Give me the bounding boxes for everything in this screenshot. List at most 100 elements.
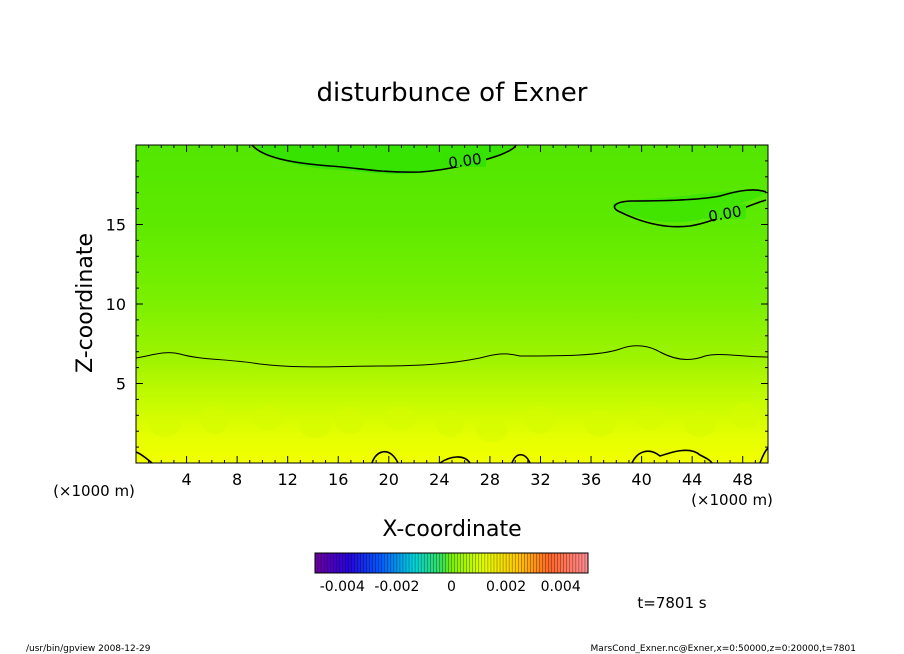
time-label: t=7801 s [637, 594, 706, 612]
x-tick-label: 8 [232, 470, 242, 489]
colorbar-segment [551, 553, 555, 573]
contour-label-bg-1 [444, 152, 486, 167]
colorbar-segment [418, 553, 422, 573]
x-tick-label: 16 [328, 470, 348, 489]
x-tick-label: 12 [278, 470, 298, 489]
colorbar-segment [333, 553, 337, 573]
right-green-region [612, 190, 767, 223]
colorbar-segment [506, 553, 510, 573]
colorbar-segment [536, 553, 540, 573]
x-tick-label: 44 [682, 470, 702, 489]
colorbar-segment [460, 553, 464, 573]
colorbar-tick-label: 0.004 [541, 579, 581, 595]
colorbar-segment [412, 553, 416, 573]
colorbar-segment [396, 553, 401, 573]
colorbar-segment [321, 553, 325, 573]
x-tick-label: 4 [181, 470, 191, 489]
x-tick-label: 20 [379, 470, 399, 489]
x-tick-label: 48 [733, 470, 753, 489]
colorbar-segment [481, 553, 486, 573]
contour-label-2: 0.00 [707, 202, 743, 226]
colorbar-segment [357, 553, 361, 573]
footer-left: /usr/bin/gpview 2008-12-29 [26, 644, 151, 654]
colorbar-segment [566, 553, 571, 573]
plot-area: 0.00 0.00 [136, 145, 768, 463]
y-tick-label: 5 [116, 375, 126, 394]
colorbar-segment [530, 553, 534, 573]
colorbar-tick-label: 0.002 [486, 579, 526, 595]
colorbar-segment [548, 553, 552, 573]
colorbar-segment [572, 553, 577, 573]
colorbar-segment [381, 553, 386, 573]
colorbar-segment [518, 553, 522, 573]
colorbar-tick-label: -0.002 [374, 579, 419, 595]
colorbar-segment [433, 553, 437, 573]
colorbar-segment [315, 553, 319, 573]
colorbar-segment [469, 553, 474, 573]
colorbar-segment [406, 553, 410, 573]
colorbar-segment [445, 553, 449, 573]
colorbar-segment [454, 553, 458, 573]
contour-mid [136, 345, 768, 368]
colorbar-segment [575, 553, 580, 573]
colorbar-segment [393, 553, 398, 573]
x-axis-unit-right: (×1000 m) [691, 491, 773, 509]
colorbar-segment [390, 553, 395, 573]
colorbar-segment [330, 553, 334, 573]
colorbar-segment [542, 553, 546, 573]
colorbar-segment [563, 553, 568, 573]
x-axis-unit-left: (×1000 m) [53, 482, 135, 500]
contour-label-bg-2 [704, 204, 746, 219]
colorbar-segment [399, 553, 404, 573]
colorbar-segment [524, 553, 528, 573]
colorbar-segment [554, 553, 558, 573]
colorbar-segment [475, 553, 480, 573]
colorbar-segment [500, 553, 504, 573]
colorbar-segment [490, 553, 495, 573]
colorbar-segment [366, 553, 370, 573]
colorbar-segment [560, 553, 565, 573]
colorbar-segment [384, 553, 389, 573]
colorbar-segment [478, 553, 483, 573]
colorbar-segment [424, 553, 428, 573]
colorbar-segment [336, 553, 340, 573]
colorbar [314, 553, 589, 573]
colorbar-segment [442, 553, 446, 573]
colorbar-segment [581, 553, 586, 573]
colorbar-segment [342, 553, 346, 573]
colorbar-segment [345, 553, 349, 573]
colorbar-segment [512, 553, 516, 573]
chart-title: disturbunce of Exner [317, 78, 588, 108]
colorbar-segment [402, 553, 407, 573]
y-axis: 5 10 15 [106, 160, 768, 448]
colorbar-tick-label: 0 [447, 579, 456, 595]
colorbar-tick-labels: -0.004 -0.002 0 0.002 0.004 [320, 579, 581, 595]
colorbar-segment [439, 553, 443, 573]
colorbar-segment [584, 553, 589, 573]
colorbar-segment [463, 553, 467, 573]
colorbar-segment [451, 553, 455, 573]
colorbar-frame [314, 552, 589, 574]
contour-lines [136, 145, 768, 463]
contour-bottom-6 [759, 447, 768, 463]
colorbar-segment [354, 553, 358, 573]
colorbar-segment [415, 553, 419, 573]
colorbar-segment [527, 553, 531, 573]
colorbar-segment [557, 553, 561, 573]
footer-right: MarsCond_Exner.nc@Exner,x=0:50000,z=0:20… [591, 644, 856, 654]
colorbar-segment [448, 553, 452, 573]
colorbar-segment [327, 553, 331, 573]
x-tick-label: 40 [631, 470, 651, 489]
colorbar-segment [472, 553, 477, 573]
colorbar-segment [421, 553, 425, 573]
colorbar-segment [339, 553, 343, 573]
contour-label-1: 0.00 [447, 150, 483, 172]
colorbar-segment [497, 553, 501, 573]
colorbar-segment [569, 553, 574, 573]
colorbar-segment [427, 553, 431, 573]
colorbar-segment [509, 553, 513, 573]
contour-bottom-3 [439, 456, 471, 463]
contour-top [251, 145, 517, 173]
colorbar-segment [375, 553, 379, 573]
x-axis-label: X-coordinate [382, 517, 521, 542]
